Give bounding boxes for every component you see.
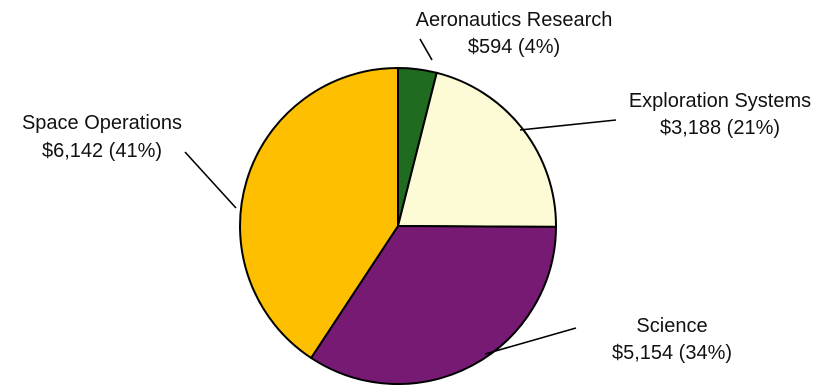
leader-line-aeronautics-research [419,38,433,61]
leader-lines-layer [184,38,617,355]
leader-line-space-operations [184,151,237,209]
slice-label-science: Science [636,315,707,337]
slice-value-label-science: $5,154 (34%) [612,342,732,364]
pie-slice-space-operations [239,67,399,359]
slice-label-aeronautics-research: Aeronautics Research [416,9,613,31]
slice-value-label-aeronautics-research: $594 (4%) [468,36,560,58]
leader-line-science [484,327,577,355]
slice-label-exploration-systems: Exploration Systems [629,90,811,112]
slices-layer [239,67,558,385]
labels-layer: Aeronautics Research $594 (4%) Exploration… [22,9,811,364]
slice-value-label-space-operations: $6,142 (41%) [42,140,162,162]
slice-label-space-operations: Space Operations [22,112,182,134]
slice-value-label-exploration-systems: $3,188 (21%) [660,117,780,139]
leader-line-exploration-systems [519,119,617,131]
